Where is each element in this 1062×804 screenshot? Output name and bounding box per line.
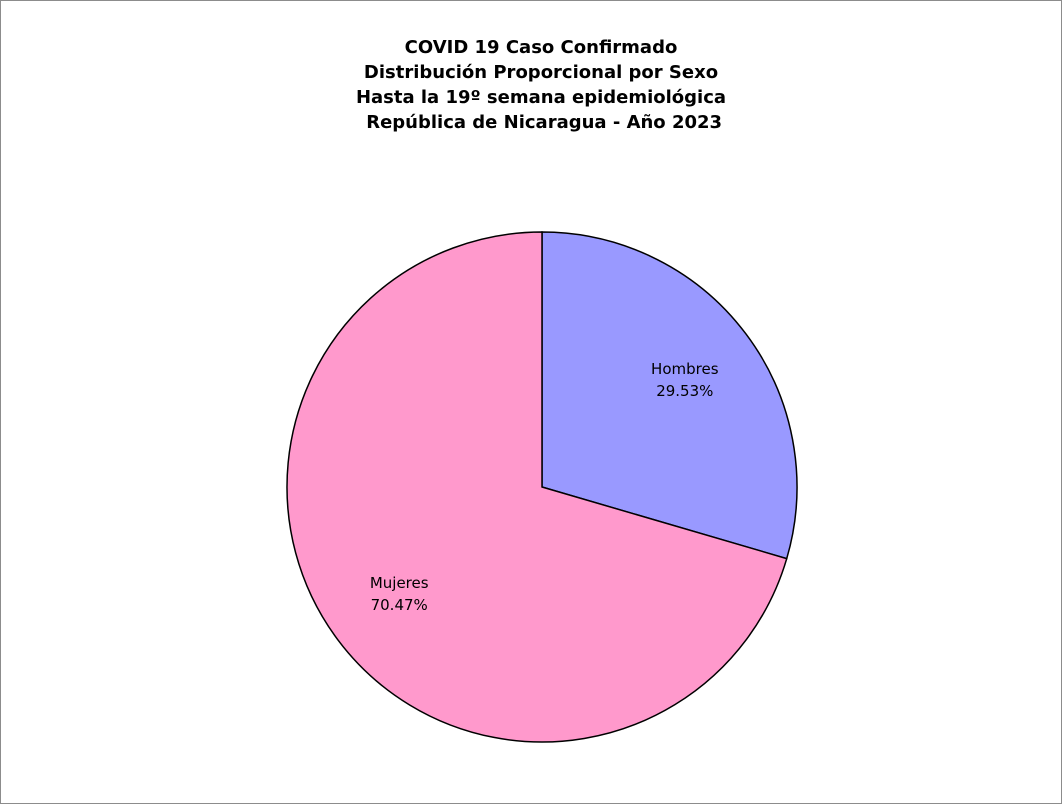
slice-value-mujeres: 70.47% bbox=[371, 596, 428, 614]
slice-value-hombres: 29.53% bbox=[656, 382, 713, 400]
pie-labels: Hombres 29.53% Mujeres 70.47% bbox=[370, 360, 719, 614]
pie-slice-hombres bbox=[541, 231, 798, 560]
chart-title: COVID 19 Caso Confirmado Distribución Pr… bbox=[1, 35, 1062, 135]
chart-title-line-1: COVID 19 Caso Confirmado bbox=[404, 37, 678, 58]
slice-label-mujeres: Mujeres bbox=[370, 574, 429, 592]
chart-title-line-4: República de Nicaragua - Año 2023 bbox=[359, 112, 723, 133]
pie-slices bbox=[286, 231, 798, 743]
pie-slice-mujeres bbox=[286, 231, 788, 743]
chart-title-line-2: Distribución Proporcional por Sexo bbox=[363, 62, 719, 83]
slice-label-hombres: Hombres bbox=[651, 360, 719, 378]
chart-title-line-3: Hasta la 19º semana epidemiológica bbox=[355, 87, 727, 108]
